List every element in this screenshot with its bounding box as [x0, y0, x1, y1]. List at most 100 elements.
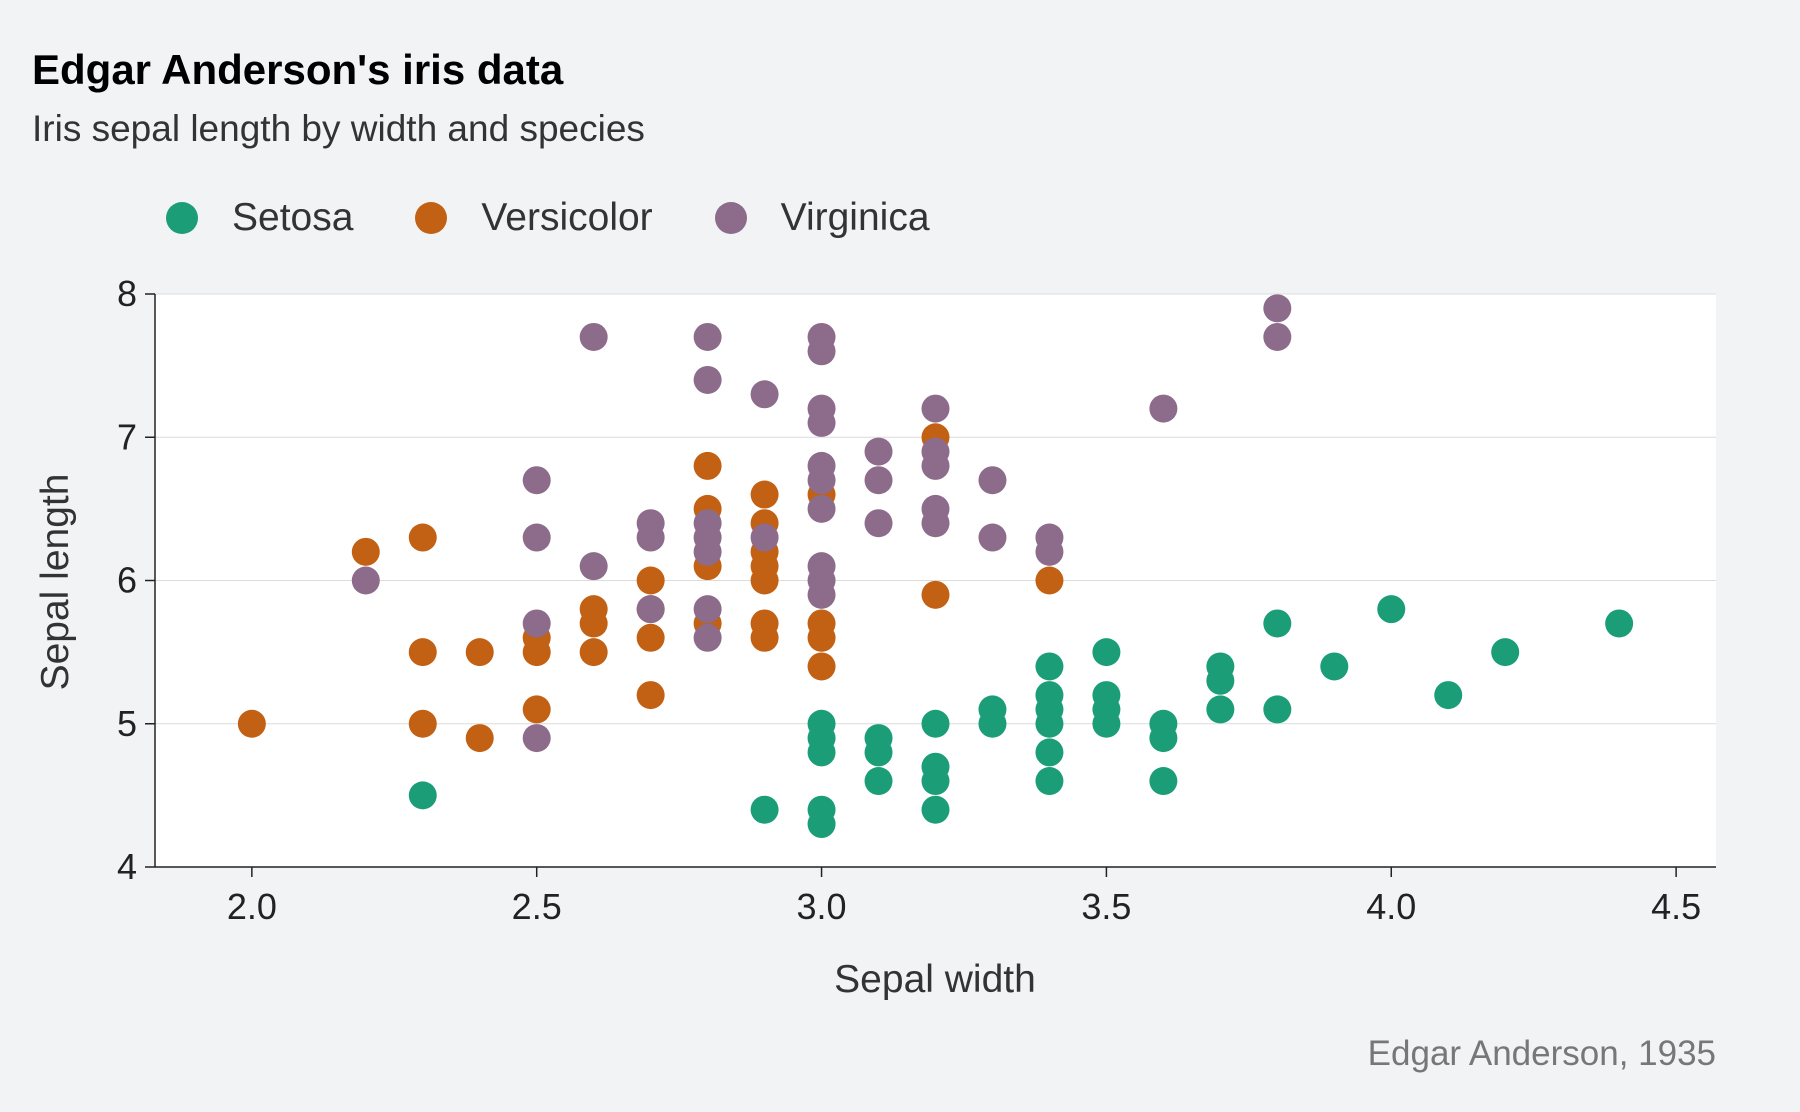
data-point-versicolor: [237, 709, 266, 738]
data-point-setosa: [408, 781, 437, 810]
data-point-virginica: [522, 609, 551, 638]
data-point-virginica: [636, 595, 665, 624]
y-tick-label: 4: [117, 846, 137, 887]
data-point-virginica: [693, 322, 722, 351]
data-point-virginica: [693, 365, 722, 394]
x-tick-label: 4.0: [1366, 886, 1416, 927]
legend-item-virginica: Virginica: [714, 196, 930, 240]
data-point-versicolor: [465, 724, 494, 753]
data-point-setosa: [1092, 681, 1121, 710]
chart-title: Edgar Anderson's iris data: [32, 46, 564, 93]
data-point-versicolor: [750, 609, 779, 638]
legend: Setosa Versicolor Virginica: [166, 196, 992, 240]
data-point-setosa: [750, 795, 779, 824]
data-point-virginica: [921, 494, 950, 523]
data-point-versicolor: [636, 623, 665, 652]
data-point-versicolor: [579, 638, 608, 667]
data-point-virginica: [807, 394, 836, 423]
data-point-versicolor: [921, 580, 950, 609]
data-point-versicolor: [1035, 566, 1064, 595]
legend-swatch-setosa: [166, 202, 198, 234]
data-point-virginica: [978, 523, 1007, 552]
data-point-setosa: [807, 709, 836, 738]
x-tick-label: 4.5: [1651, 886, 1701, 927]
data-point-virginica: [807, 322, 836, 351]
data-point-virginica: [750, 380, 779, 409]
chart-subtitle: Iris sepal length by width and species: [32, 108, 645, 149]
data-point-setosa: [1206, 695, 1235, 724]
data-point-versicolor: [807, 609, 836, 638]
data-point-virginica: [636, 509, 665, 538]
y-axis-title: Sepal length: [34, 474, 77, 691]
data-point-versicolor: [693, 451, 722, 480]
data-point-setosa: [978, 695, 1007, 724]
data-point-virginica: [864, 509, 893, 538]
data-point-setosa: [1035, 652, 1064, 681]
data-point-virginica: [750, 523, 779, 552]
x-tick-label: 2.0: [227, 886, 277, 927]
data-point-setosa: [1035, 681, 1064, 710]
data-point-virginica: [1263, 294, 1292, 323]
data-point-virginica: [807, 494, 836, 523]
legend-swatch-versicolor: [415, 202, 448, 234]
legend-item-setosa: Setosa: [166, 196, 353, 240]
data-point-virginica: [1149, 394, 1178, 423]
data-point-setosa: [1491, 638, 1520, 667]
legend-swatch-virginica: [714, 202, 747, 234]
data-point-setosa: [1149, 767, 1178, 796]
data-point-versicolor: [579, 595, 608, 624]
data-point-virginica: [693, 509, 722, 538]
data-point-virginica: [351, 566, 380, 595]
data-point-setosa: [1206, 652, 1235, 681]
data-point-virginica: [522, 466, 551, 495]
data-point-virginica: [864, 437, 893, 466]
data-point-virginica: [978, 466, 1007, 495]
data-point-setosa: [864, 767, 893, 796]
data-point-setosa: [1263, 609, 1292, 638]
y-tick-label: 7: [117, 416, 137, 457]
data-point-setosa: [921, 795, 950, 824]
y-tick-label: 6: [117, 560, 137, 601]
data-point-virginica: [1263, 322, 1292, 351]
data-point-setosa: [921, 709, 950, 738]
data-point-virginica: [807, 552, 836, 581]
y-tick-label: 5: [117, 703, 137, 744]
x-tick-label: 3.0: [797, 886, 847, 927]
data-point-versicolor: [807, 652, 836, 681]
legend-label-setosa: Setosa: [232, 196, 354, 239]
data-point-versicolor: [408, 523, 437, 552]
data-point-virginica: [693, 623, 722, 652]
data-point-setosa: [921, 752, 950, 781]
data-point-virginica: [579, 322, 608, 351]
data-point-versicolor: [522, 695, 551, 724]
data-point-virginica: [522, 724, 551, 753]
data-point-virginica: [921, 394, 950, 423]
data-point-versicolor: [636, 681, 665, 710]
y-tick-label: 8: [117, 273, 137, 314]
data-point-virginica: [1035, 523, 1064, 552]
chart-caption: Edgar Anderson, 1935: [1367, 1034, 1716, 1073]
legend-label-versicolor: Versicolor: [481, 196, 653, 239]
legend-item-versicolor: Versicolor: [415, 196, 653, 240]
data-point-setosa: [1377, 595, 1406, 624]
data-point-virginica: [579, 552, 608, 581]
data-point-setosa: [1605, 609, 1634, 638]
data-point-versicolor: [408, 638, 437, 667]
data-point-virginica: [807, 451, 836, 480]
data-point-setosa: [1035, 738, 1064, 767]
x-tick-label: 3.5: [1081, 886, 1131, 927]
data-point-versicolor: [351, 537, 380, 566]
data-point-setosa: [807, 795, 836, 824]
data-point-setosa: [1035, 767, 1064, 796]
data-point-versicolor: [408, 709, 437, 738]
data-point-virginica: [693, 595, 722, 624]
data-point-virginica: [864, 466, 893, 495]
legend-label-virginica: Virginica: [780, 196, 930, 239]
data-point-setosa: [1092, 638, 1121, 667]
data-point-versicolor: [750, 480, 779, 509]
data-point-setosa: [1320, 652, 1349, 681]
data-point-setosa: [1263, 695, 1292, 724]
data-point-setosa: [864, 724, 893, 753]
x-tick-label: 2.5: [512, 886, 562, 927]
